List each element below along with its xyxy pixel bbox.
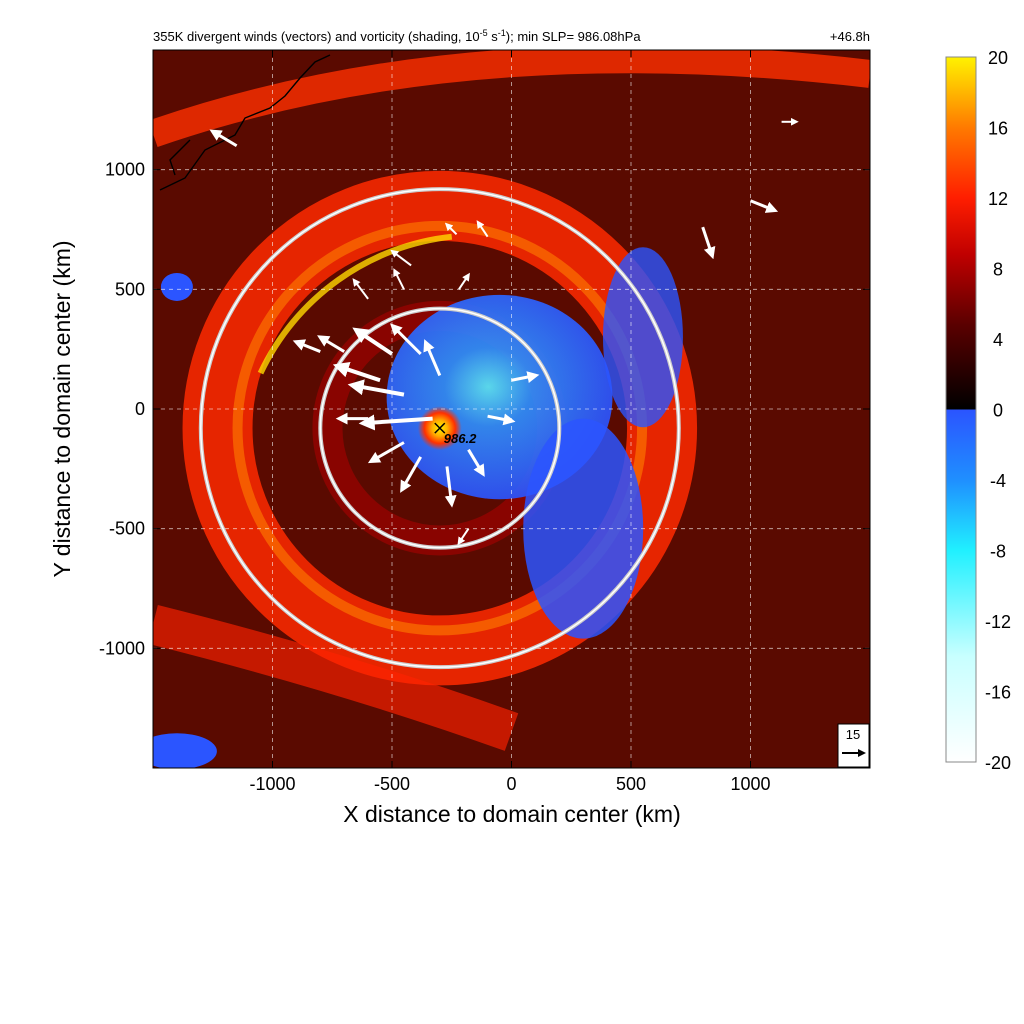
wind-vector: [701, 226, 716, 260]
colorbar: 20 16 12 8 4 0 -4 -8 -12 -16 -20: [945, 48, 1011, 773]
min-slp-marker: [434, 422, 446, 434]
wind-vector: [332, 362, 381, 383]
outer-vorticity-ring-max: [232, 220, 648, 636]
colorbar-scale: [945, 56, 977, 763]
wind-vector: [467, 448, 485, 477]
coastline: [159, 54, 331, 191]
min-slp-label: 986.2: [444, 431, 477, 446]
axes: -1000 -500 0 500 1000 -1000 -500 0 500 1000: [99, 50, 870, 794]
wind-vector: [511, 371, 540, 383]
plot-area: 986.2: [153, 50, 870, 768]
x-tick-label: 1000: [730, 774, 770, 794]
wind-vector: [317, 335, 345, 353]
y-tick-label: 1000: [105, 160, 145, 180]
x-tick-label: 0: [506, 774, 516, 794]
y-tick-label: 500: [115, 279, 145, 299]
colorbar-tick-label: -12: [985, 612, 1011, 632]
wind-vector: [352, 327, 394, 356]
wind-vector: [749, 199, 779, 213]
x-axis-title: X distance to domain center (km): [343, 801, 680, 827]
wind-vector: [347, 379, 405, 397]
vorticity-field: [153, 50, 870, 768]
range-ring-inner: [319, 307, 561, 549]
wind-vector: [393, 268, 405, 290]
x-tick-label: -500: [374, 774, 410, 794]
wind-vector: [292, 339, 321, 353]
y-tick-label: -500: [109, 519, 145, 539]
wind-vector: [476, 220, 489, 238]
x-tick-label: -1000: [249, 774, 295, 794]
wind-vector: [390, 249, 412, 267]
reference-vector-label: 15: [846, 727, 860, 742]
storm-center: 986.2: [434, 422, 477, 446]
negative-vorticity-arm: [523, 418, 644, 639]
x-tick-label: 500: [616, 774, 646, 794]
reference-vector-box: 15: [837, 723, 870, 768]
colorbar-ticks: 20 16 12 8 4 0 -4 -8 -12 -16 -20: [985, 48, 1011, 773]
wind-vector: [423, 339, 442, 377]
colorbar-tick-label: 20: [988, 48, 1008, 68]
colorbar-tick-label: 12: [988, 189, 1008, 209]
negative-vorticity-patch-w: [160, 272, 193, 301]
y-tick-label: -1000: [99, 638, 145, 658]
wind-vector: [444, 466, 457, 508]
wind-vector: [367, 441, 405, 464]
colorbar-tick-label: 0: [993, 401, 1003, 421]
colorbar-tick-label: -16: [985, 683, 1011, 703]
wind-vector: [400, 456, 422, 493]
wind-vector: [390, 323, 422, 356]
colorbar-tick-label: -4: [990, 471, 1006, 491]
forecast-time-label: +46.8h: [830, 29, 870, 44]
colorbar-tick-label: -20: [985, 753, 1011, 773]
wind-vector: [209, 129, 238, 148]
wind-vector: [458, 272, 470, 290]
range-ring-inner: [200, 188, 680, 668]
chart-title: 355K divergent winds (vectors) and vorti…: [153, 28, 641, 44]
wind-vector: [444, 222, 458, 235]
wind-vectors: [209, 117, 799, 546]
colorbar-tick-label: 8: [993, 260, 1003, 280]
negative-vorticity-patch-sw: [153, 733, 217, 768]
southern-vorticity-band: [153, 604, 519, 751]
wind-vector: [487, 413, 516, 426]
colorbar-tick-label: -8: [990, 542, 1006, 562]
outer-ring-maximum-arc: [257, 233, 453, 375]
negative-vorticity-arm-east: [602, 247, 683, 428]
range-rings: [198, 187, 681, 670]
colorbar-tick-label: 4: [993, 330, 1003, 350]
northern-vorticity-band: [153, 50, 870, 147]
y-tick-label: 0: [135, 399, 145, 419]
outer-vorticity-ring: [182, 170, 698, 686]
wind-vector: [352, 278, 369, 300]
y-axis-title: Y distance to domain center (km): [49, 240, 75, 577]
wind-vector: [457, 528, 470, 546]
wind-vector: [358, 414, 433, 431]
colorbar-tick-label: 16: [988, 119, 1008, 139]
